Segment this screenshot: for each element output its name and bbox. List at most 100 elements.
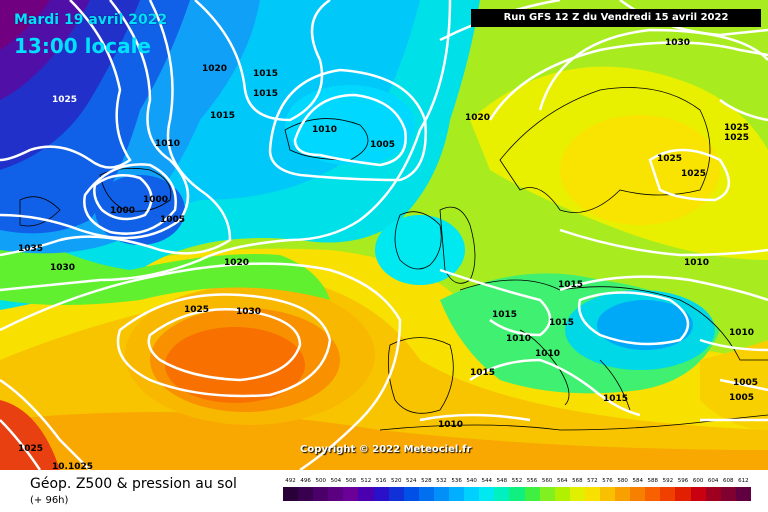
forecast-time: 13:00 locale bbox=[14, 34, 151, 58]
isobar-label: 1005 bbox=[733, 378, 759, 388]
scale-swatch bbox=[328, 487, 344, 501]
isobar-label: 1030 bbox=[50, 263, 76, 273]
scale-tick-label: 580 bbox=[617, 478, 628, 484]
isobar-label: 1015 bbox=[549, 318, 575, 328]
isobar-label: 1010 bbox=[535, 349, 561, 359]
scale-tick-label: 520 bbox=[390, 478, 402, 484]
scale-tick-label: 500 bbox=[315, 478, 326, 484]
map-canvas bbox=[0, 0, 768, 470]
scale-swatch bbox=[388, 487, 404, 501]
scale-tick-label: 548 bbox=[496, 478, 508, 484]
scale-swatch bbox=[418, 487, 434, 501]
isobar-label: 1015 bbox=[558, 280, 584, 290]
scale-tick-label: 508 bbox=[345, 478, 357, 484]
scale-tick-label: 584 bbox=[632, 478, 643, 484]
scale-tick-label: 496 bbox=[300, 478, 311, 484]
scale-tick-label: 512 bbox=[360, 478, 372, 484]
scale-tick-label: 564 bbox=[556, 478, 568, 484]
scale-tick-label: 556 bbox=[526, 478, 538, 484]
scale-swatch bbox=[705, 487, 721, 501]
scale-swatch bbox=[554, 487, 570, 501]
scale-swatch bbox=[479, 487, 495, 501]
scale-swatch bbox=[569, 487, 585, 501]
scale-swatch bbox=[660, 487, 676, 501]
scale-swatch bbox=[509, 487, 525, 501]
isobar-label: 1035 bbox=[18, 244, 44, 254]
scale-swatch bbox=[690, 487, 706, 501]
scale-swatch bbox=[735, 487, 751, 501]
scale-tick-label: 592 bbox=[662, 478, 674, 484]
scale-swatch bbox=[645, 487, 661, 501]
scale-tick-label: 596 bbox=[677, 478, 689, 484]
scale-swatch bbox=[373, 487, 389, 501]
scale-tick-label: 588 bbox=[647, 478, 659, 484]
color-scale-labels: 492 496 500 504 508 512 516 520 524 528 532 536 540 5… bbox=[283, 478, 751, 484]
scale-swatch bbox=[313, 487, 329, 501]
scale-swatch bbox=[720, 487, 736, 501]
isobar-label: 1025 bbox=[184, 305, 210, 315]
scale-swatch bbox=[449, 487, 465, 501]
scale-swatch bbox=[298, 487, 314, 501]
isobar-label: 1025 bbox=[52, 95, 78, 105]
isobar-label: 1005 bbox=[160, 215, 186, 225]
isobar-label: 1010 bbox=[312, 125, 338, 135]
scale-swatch bbox=[539, 487, 555, 501]
forecast-lead-time: (+ 96h) bbox=[30, 495, 69, 506]
isobar-label: 1020 bbox=[465, 113, 491, 123]
forecast-date: Mardi 19 avril 2022 bbox=[14, 12, 168, 28]
isobar-label: 1020 bbox=[224, 258, 250, 268]
scale-tick-label: 608 bbox=[723, 478, 734, 484]
isobar-label: 1030 bbox=[236, 307, 262, 317]
isobar-label: 1025 bbox=[724, 123, 750, 133]
scale-tick-label: 560 bbox=[541, 478, 553, 484]
scale-swatch bbox=[630, 487, 646, 501]
isobar-label: 1025 bbox=[657, 154, 683, 164]
isobar-label: 1015 bbox=[210, 111, 236, 121]
scale-swatch bbox=[464, 487, 480, 501]
scale-swatch bbox=[343, 487, 359, 501]
scale-tick-label: 544 bbox=[481, 478, 493, 484]
isobar-label: 1015 bbox=[492, 310, 518, 320]
scale-tick-label: 516 bbox=[375, 478, 387, 484]
scale-swatch bbox=[599, 487, 616, 501]
isobar-label: 1015 bbox=[253, 89, 279, 99]
scale-swatch bbox=[584, 487, 600, 501]
isobar-label: 1005 bbox=[729, 393, 755, 403]
scale-swatch bbox=[494, 487, 510, 501]
weather-map: 1020 1015 1015 1015 1010 1005 1025 1010 … bbox=[0, 0, 768, 470]
isobar-label: 1010 bbox=[684, 258, 710, 268]
isobar-label: 1015 bbox=[603, 394, 629, 404]
copyright-notice: Copyright © 2022 Meteociel.fr bbox=[300, 444, 472, 455]
scale-swatch bbox=[675, 487, 691, 501]
isobar-label: 1015 bbox=[253, 69, 279, 79]
scale-tick-label: 600 bbox=[692, 478, 704, 484]
scale-swatch bbox=[403, 487, 419, 501]
scale-tick-label: 540 bbox=[466, 478, 477, 484]
isobar-label: 1025 bbox=[681, 169, 707, 179]
scale-tick-label: 552 bbox=[511, 478, 523, 484]
isobar-label: 1010 bbox=[438, 420, 464, 430]
color-scale-bar bbox=[283, 487, 751, 501]
isobar-label: 1020 bbox=[202, 64, 228, 74]
isobar-label: 1010 bbox=[155, 139, 181, 149]
scale-tick-label: 532 bbox=[436, 478, 447, 484]
isobar-label: 1000 bbox=[110, 206, 136, 216]
scale-tick-label: 528 bbox=[421, 478, 432, 484]
model-run-label: Run GFS 12 Z du Vendredi 15 avril 2022 bbox=[471, 9, 761, 27]
isobar-label: 1025 bbox=[18, 444, 44, 454]
isobar-label: 1025 bbox=[724, 133, 750, 143]
isobar-label: 1005 bbox=[370, 140, 396, 150]
scale-tick-label: 504 bbox=[330, 478, 342, 484]
scale-tick-label: 492 bbox=[285, 478, 296, 484]
scale-tick-label: 612 bbox=[738, 478, 749, 484]
isobar-label: 10.1025 bbox=[52, 462, 93, 470]
isobar-label: 1015 bbox=[470, 368, 496, 378]
scale-tick-label: 536 bbox=[451, 478, 462, 484]
scale-tick-label: 604 bbox=[707, 478, 719, 484]
scale-tick-label: 568 bbox=[572, 478, 583, 484]
scale-swatch bbox=[283, 487, 299, 501]
isobar-label: 1030 bbox=[665, 38, 691, 48]
scale-tick-label: 572 bbox=[587, 478, 598, 484]
scale-swatch bbox=[433, 487, 450, 501]
scale-swatch bbox=[524, 487, 540, 501]
